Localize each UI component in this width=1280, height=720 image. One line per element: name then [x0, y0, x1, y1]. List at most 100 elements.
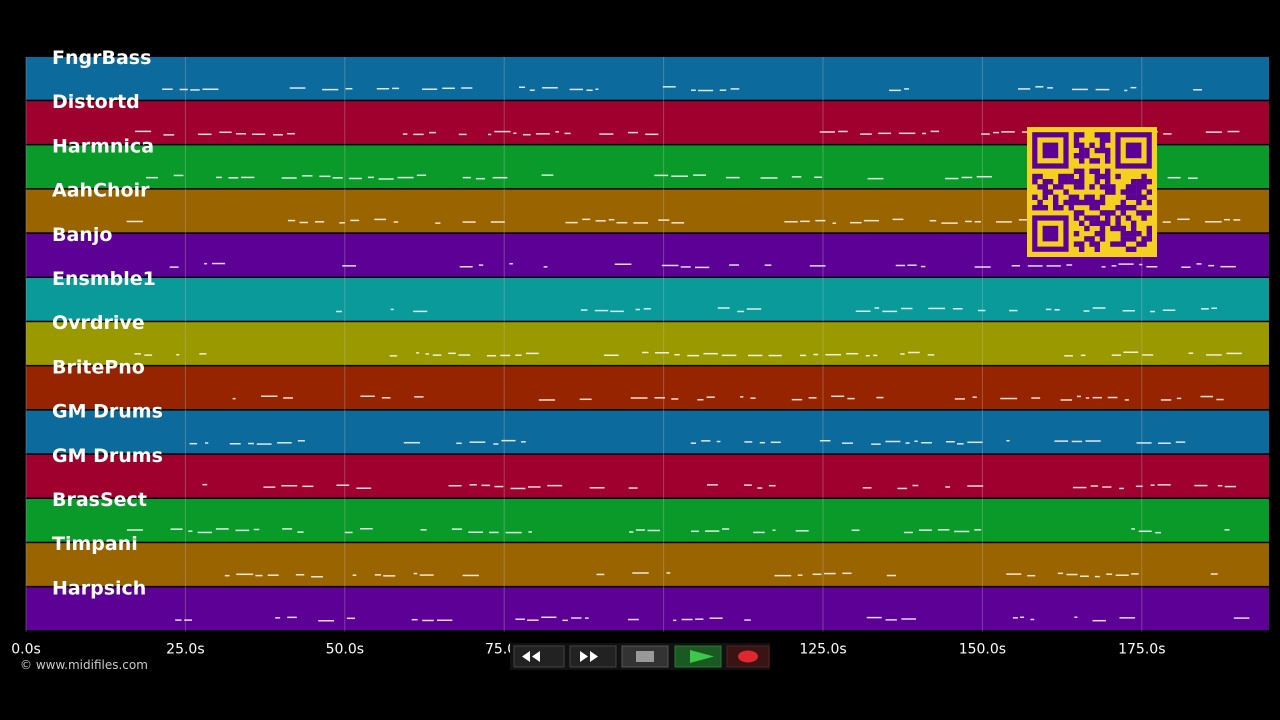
qr-module	[1131, 189, 1137, 195]
note	[800, 354, 807, 357]
qr-module	[1136, 231, 1142, 237]
qr-module	[1079, 168, 1085, 174]
record-icon	[738, 650, 758, 663]
notes	[126, 86, 1250, 622]
grid	[25, 57, 1143, 632]
qr-module	[1089, 220, 1095, 226]
qr-module	[1073, 215, 1080, 221]
stop-icon	[636, 651, 654, 662]
qr-module	[1115, 225, 1121, 232]
note	[1111, 265, 1117, 267]
note	[737, 310, 745, 313]
note	[319, 175, 331, 178]
note	[468, 531, 484, 533]
note	[1031, 397, 1041, 399]
note	[478, 264, 484, 266]
track-name: Distortd	[52, 91, 140, 113]
qr-module	[1089, 241, 1095, 247]
note	[633, 222, 649, 224]
note	[904, 88, 909, 90]
note	[494, 130, 511, 133]
qr-module	[1115, 205, 1121, 211]
qr-module	[1099, 184, 1106, 190]
note	[1101, 266, 1106, 268]
track-names: FngrBass Distortd Harmnica AahChoir Banjo Ens…	[52, 47, 163, 599]
note	[301, 175, 313, 177]
note	[849, 221, 862, 224]
track-lane	[26, 543, 1269, 586]
note	[974, 266, 991, 268]
note	[1193, 89, 1203, 91]
note	[838, 130, 848, 133]
note	[287, 132, 295, 135]
note	[1012, 617, 1018, 619]
note	[1054, 309, 1060, 311]
note	[173, 174, 184, 177]
qr-module	[1089, 199, 1095, 206]
qr-module	[1141, 184, 1147, 190]
note	[582, 218, 591, 221]
note	[346, 617, 355, 620]
note	[228, 177, 239, 179]
note	[420, 529, 427, 531]
qr-module	[1115, 241, 1121, 247]
note	[1054, 440, 1069, 442]
note	[1107, 396, 1118, 399]
note	[475, 177, 485, 180]
note	[750, 397, 756, 399]
qr-module	[1141, 179, 1147, 185]
qr-module	[1073, 153, 1080, 159]
qr-module	[1073, 194, 1080, 200]
note	[522, 133, 531, 136]
qr-module	[1146, 236, 1152, 242]
qr-module	[1079, 158, 1085, 164]
note	[204, 262, 208, 265]
note	[885, 440, 901, 443]
note	[768, 484, 776, 487]
note	[383, 575, 396, 577]
note	[1155, 531, 1162, 534]
note	[1175, 441, 1186, 443]
note	[886, 574, 897, 577]
note	[216, 176, 222, 179]
note	[432, 354, 442, 356]
note	[671, 175, 688, 177]
note	[905, 442, 910, 444]
qr-module	[1047, 189, 1054, 195]
qr-module	[1084, 147, 1090, 154]
note	[647, 529, 660, 532]
note	[757, 487, 763, 489]
note	[518, 86, 526, 89]
qr-module	[1089, 205, 1095, 211]
note	[1131, 573, 1139, 575]
track-lane	[26, 410, 1269, 454]
note	[847, 397, 855, 400]
note	[1220, 265, 1236, 268]
note	[1211, 307, 1217, 309]
note	[671, 398, 679, 400]
note	[255, 574, 263, 577]
note	[690, 442, 696, 444]
note	[360, 527, 373, 530]
note	[392, 87, 400, 90]
qr-module	[1094, 246, 1100, 252]
qr-module	[1063, 179, 1069, 185]
note	[831, 395, 845, 398]
qr-module	[1120, 205, 1126, 211]
note	[595, 88, 599, 90]
note	[1094, 575, 1100, 578]
note	[981, 133, 990, 135]
note	[851, 529, 860, 532]
note	[215, 528, 229, 530]
note	[1076, 395, 1081, 398]
note	[416, 352, 420, 354]
note	[846, 352, 859, 355]
qr-module	[1042, 189, 1048, 195]
note	[1160, 399, 1172, 401]
qr-module	[1063, 173, 1069, 180]
note	[595, 220, 606, 222]
play-icon	[690, 650, 714, 663]
note	[1188, 352, 1194, 354]
note	[952, 308, 963, 310]
note	[299, 221, 309, 224]
